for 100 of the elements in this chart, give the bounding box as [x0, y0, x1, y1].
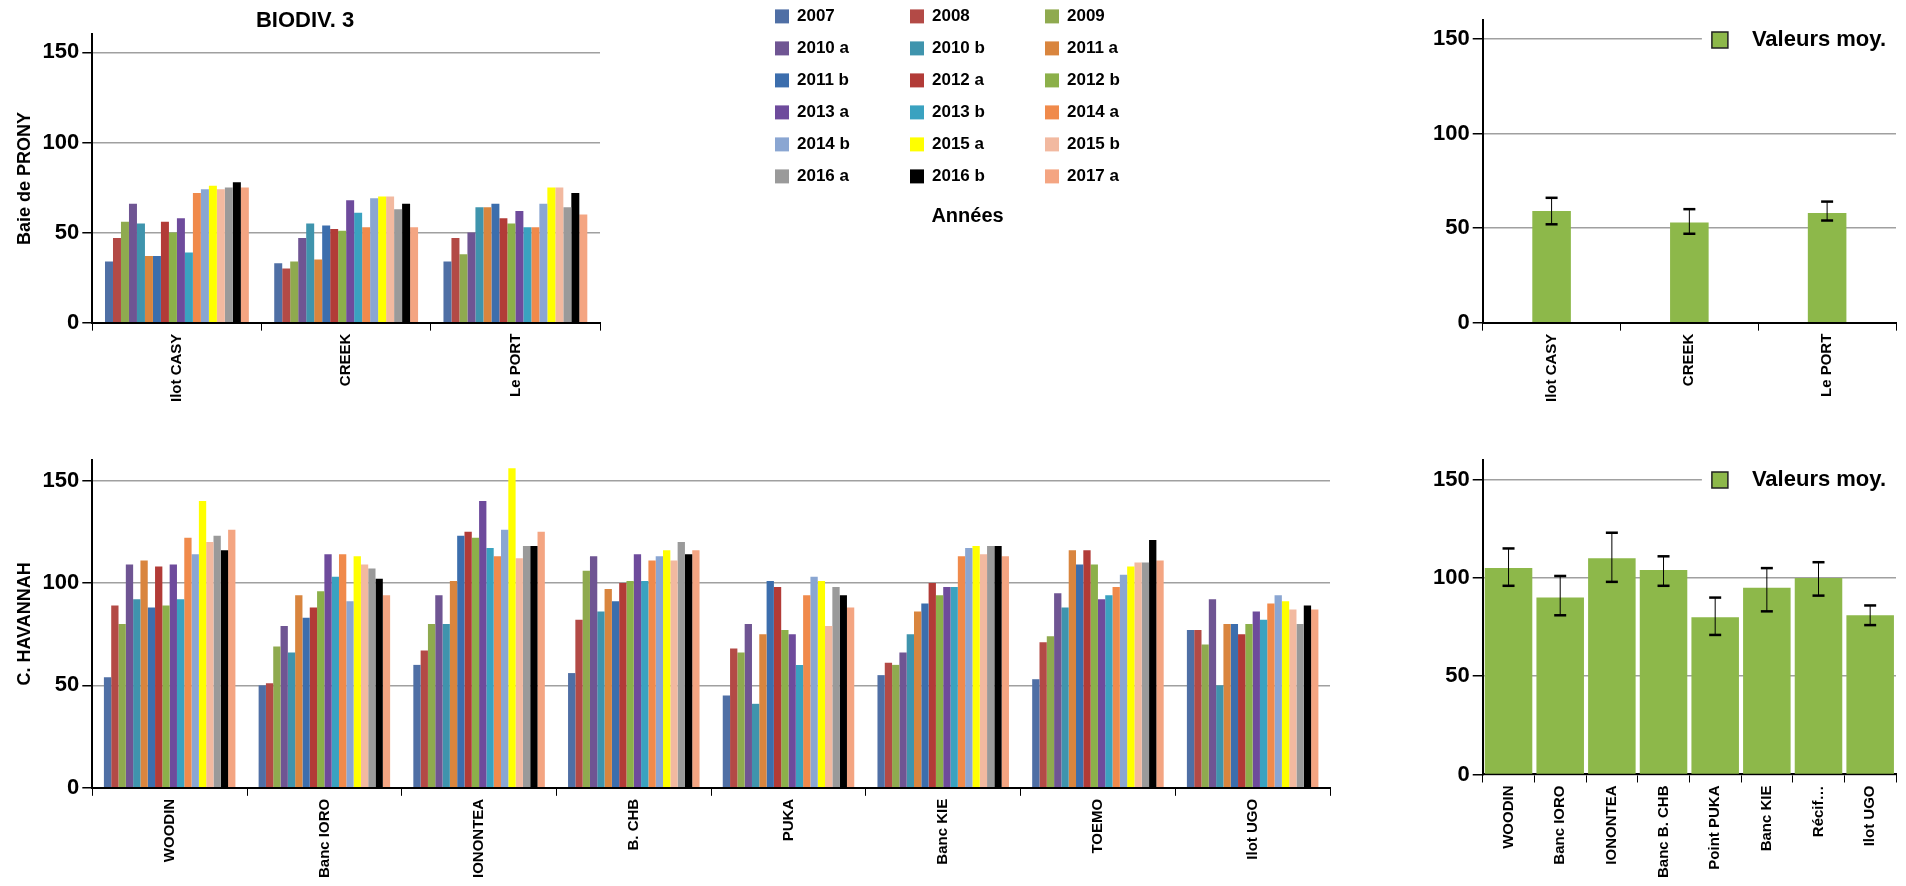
- bar: [192, 192, 201, 322]
- bar: [508, 468, 516, 788]
- bar: [1311, 609, 1319, 788]
- bar: [906, 634, 914, 788]
- y-tick-label: 150: [1432, 24, 1470, 50]
- legend-label: 2011 a: [1067, 38, 1119, 58]
- bar: [386, 196, 395, 322]
- bar: [788, 634, 796, 788]
- bar: [1216, 685, 1224, 788]
- bar: [1588, 558, 1636, 774]
- bar: [103, 677, 112, 788]
- bar: [744, 623, 752, 788]
- legend-label: 2013 b: [932, 102, 985, 122]
- bar: [579, 214, 588, 322]
- bar: [331, 576, 339, 788]
- y-axis-title: Baie de PRONY: [13, 112, 34, 246]
- bar: [451, 237, 460, 322]
- bar: [914, 611, 922, 788]
- bar: [582, 570, 590, 788]
- bar: [1105, 595, 1113, 788]
- x-tick-label: WOODIN: [1498, 785, 1516, 849]
- y-tick-label: 100: [1432, 564, 1470, 589]
- bar: [950, 587, 958, 788]
- bar: [240, 187, 249, 322]
- x-tick-label: Banc IORO: [314, 798, 332, 879]
- bar: [435, 595, 443, 788]
- chart-title: BIODIV. 3: [255, 7, 355, 33]
- bar: [1536, 597, 1584, 774]
- bar: [515, 210, 524, 322]
- y-axis-title: C. HAVANNAH: [13, 562, 34, 686]
- y-tick-label: 0: [1457, 308, 1470, 334]
- bar: [338, 554, 347, 788]
- bar: [184, 537, 192, 788]
- bar: [1807, 212, 1847, 322]
- x-tick-label: WOODIN: [159, 798, 177, 863]
- legend-title: Années: [931, 203, 1004, 226]
- bar: [330, 228, 339, 322]
- bar: [1112, 587, 1120, 788]
- bar: [382, 595, 391, 788]
- legend-label: 2008: [932, 6, 970, 26]
- bar: [663, 550, 671, 788]
- legend-label: 2016 b: [932, 166, 985, 186]
- bar: [208, 185, 217, 322]
- legend-label: 2017 a: [1067, 166, 1120, 186]
- bar: [611, 601, 620, 788]
- bar: [479, 500, 487, 788]
- bar: [290, 261, 299, 322]
- bar: [1194, 630, 1202, 788]
- bar: [499, 218, 508, 322]
- x-tick-label: Banc B. CHB: [1653, 785, 1671, 878]
- bar: [457, 535, 465, 788]
- bar: [125, 564, 134, 788]
- bar: [162, 605, 170, 788]
- x-tick-label: Le PORT: [505, 333, 523, 398]
- bar: [803, 595, 811, 788]
- bar: [370, 198, 379, 322]
- bar: [322, 225, 331, 322]
- y-tick-label: 150: [42, 466, 80, 492]
- bar: [346, 601, 354, 788]
- bar: [169, 564, 177, 788]
- bar: [759, 634, 767, 788]
- bar: [1296, 623, 1304, 788]
- bar: [176, 218, 185, 322]
- bar: [1186, 630, 1195, 788]
- bar: [427, 623, 436, 788]
- bar: [140, 560, 148, 788]
- bar: [360, 564, 369, 788]
- bar: [1054, 593, 1062, 788]
- bar: [1208, 599, 1217, 788]
- y-tick-label: 50: [54, 671, 80, 697]
- bar: [1134, 562, 1142, 788]
- bar: [413, 664, 421, 788]
- bar: [1223, 623, 1231, 788]
- legend-label: 2011 b: [797, 70, 849, 90]
- bar: [515, 558, 523, 788]
- bar: [965, 548, 973, 788]
- legend-label: 2013 a: [797, 102, 850, 122]
- bar: [198, 500, 207, 788]
- bar: [537, 531, 545, 788]
- bar: [1289, 609, 1297, 788]
- bar: [1097, 599, 1106, 788]
- bar: [1141, 562, 1150, 788]
- bar: [626, 580, 634, 788]
- bar: [282, 268, 291, 322]
- x-tick-label: Banc IORO: [1550, 785, 1568, 865]
- bar: [105, 261, 113, 322]
- bar: [449, 580, 458, 788]
- bar: [224, 187, 233, 322]
- bar: [314, 259, 323, 322]
- bar: [1532, 211, 1571, 322]
- bar: [133, 599, 141, 788]
- bar: [1670, 222, 1709, 322]
- bar: [597, 611, 605, 788]
- bar: [464, 531, 472, 788]
- bar: [817, 580, 826, 788]
- bar: [773, 587, 782, 788]
- bar: [1127, 566, 1135, 788]
- y-tick-label: 0: [67, 773, 80, 799]
- bar: [228, 529, 236, 788]
- bar: [136, 223, 145, 322]
